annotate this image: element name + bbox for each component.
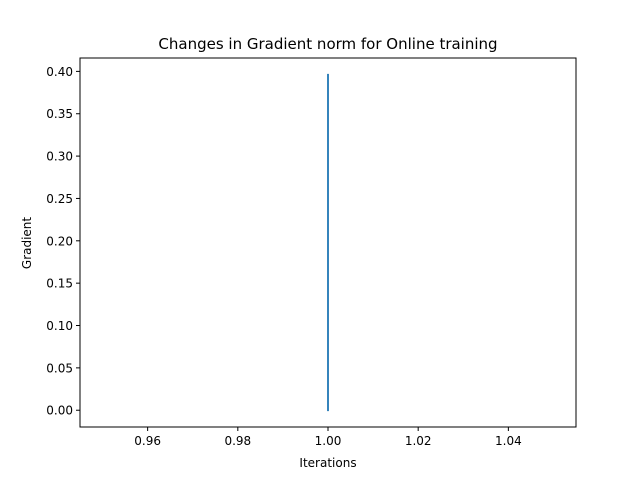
x-axis-label: Iterations (299, 456, 356, 470)
x-tick-label: 0.98 (224, 434, 251, 448)
x-axis-ticks: 0.96 0.98 1.00 1.02 1.04 (134, 427, 522, 448)
y-tick-label: 0.00 (46, 404, 73, 418)
y-axis-ticks: 0.00 0.05 0.10 0.15 0.20 0.25 0.30 0.35 0.40 (46, 65, 80, 418)
y-tick-label: 0.40 (46, 65, 73, 79)
y-tick-label: 0.10 (46, 319, 73, 333)
y-tick-label: 0.15 (46, 277, 73, 291)
x-tick-label: 1.00 (315, 434, 342, 448)
y-tick-label: 0.35 (46, 107, 73, 121)
y-tick-label: 0.25 (46, 192, 73, 206)
y-tick-label: 0.20 (46, 234, 73, 248)
x-tick-label: 1.04 (495, 434, 522, 448)
y-tick-label: 0.05 (46, 361, 73, 375)
chart-title: Changes in Gradient norm for Online trai… (158, 35, 497, 53)
x-tick-label: 1.02 (405, 434, 432, 448)
y-axis-label: Gradient (20, 217, 34, 270)
x-tick-label: 0.96 (134, 434, 161, 448)
y-tick-label: 0.30 (46, 150, 73, 164)
